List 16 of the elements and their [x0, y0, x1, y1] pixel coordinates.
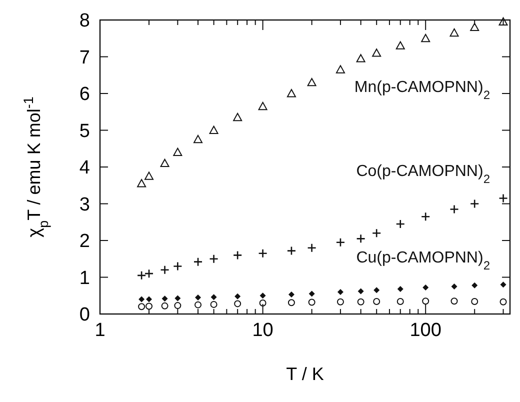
- y-tick-label: 3: [79, 194, 90, 216]
- y-tick-label: 0: [79, 304, 90, 326]
- y-tick-label: 1: [79, 268, 90, 289]
- legend-label: Co(p-CAMOPNN)$_{2}$: [356, 163, 490, 186]
- y-tick-label: 4: [79, 158, 90, 179]
- x-axis-title: T / K: [286, 364, 324, 384]
- series-label: Cu(p-CAMOPNN)$_{2}$: [356, 250, 490, 273]
- y-tick-label: 5: [79, 120, 90, 142]
- legend-label: Mn(p-CAMOPNN)$_{2}$: [354, 78, 490, 102]
- y-tick-label: 8: [79, 10, 90, 32]
- y-tick-label: 7: [79, 47, 90, 68]
- x-tick-label: 10: [252, 320, 274, 341]
- x-tick-label: 100: [410, 320, 442, 341]
- x-tick-label: 1: [94, 320, 106, 341]
- y-tick-label: 2: [79, 231, 90, 252]
- y-tick-label: 6: [79, 84, 90, 106]
